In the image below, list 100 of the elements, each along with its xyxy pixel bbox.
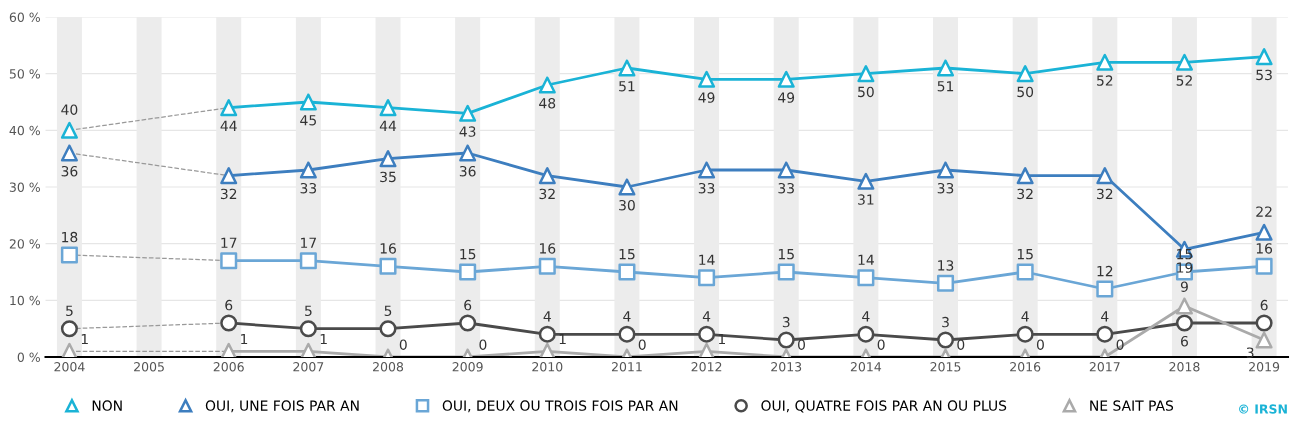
point (1016, 167, 1034, 185)
point (60, 342, 78, 357)
data-label: 33 (937, 182, 954, 194)
point (698, 269, 716, 287)
point (1175, 53, 1193, 71)
text: © IRSN (1239, 404, 1287, 414)
x-tick-label: 2008 (373, 362, 404, 372)
data-label: 13 (938, 260, 954, 271)
point (60, 246, 78, 264)
data-label: 0 (1036, 339, 1044, 350)
data-label: 9 (1180, 281, 1188, 292)
x-tick-label: 2009 (452, 362, 483, 372)
data-label: 50 (1017, 86, 1034, 98)
legend-label: OUI, QUATRE FOIS PAR AN OU PLUS (761, 400, 1007, 413)
point (60, 320, 78, 338)
data-label: 50 (858, 86, 874, 98)
data-label: 1 (559, 333, 566, 345)
x-tick-label: 2014 (850, 362, 882, 372)
point (1096, 280, 1114, 298)
data-label: 5 (384, 305, 392, 317)
data-label: 4 (1021, 311, 1029, 322)
point (60, 144, 78, 162)
data-label: 15 (778, 249, 794, 260)
data-label: 51 (937, 81, 954, 92)
point (857, 269, 875, 287)
legend-label: NE SAIT PAS (1090, 400, 1174, 411)
y-tick-label: 10 % (10, 295, 40, 306)
data-label: 3 (782, 316, 790, 328)
data-label: 4 (1101, 311, 1109, 322)
y-tick-label: 0 % (17, 352, 40, 362)
data-label: 0 (399, 339, 407, 350)
point (777, 70, 795, 88)
data-label: 0 (1116, 339, 1124, 350)
data-label: 44 (379, 120, 397, 131)
data-label: 15 (619, 249, 635, 260)
x-tick-label: 2010 (532, 362, 563, 372)
point (459, 314, 477, 332)
point (538, 325, 556, 343)
data-label: 0 (877, 339, 885, 350)
data-label: 17 (301, 237, 317, 248)
y-tick-label: 30 % (9, 182, 40, 192)
point (1016, 263, 1034, 281)
data-label: 1 (320, 333, 327, 345)
point (618, 325, 636, 343)
data-label: 5 (305, 305, 312, 317)
point (936, 274, 955, 292)
point (538, 76, 556, 94)
data-label: 6 (1260, 299, 1268, 311)
point (220, 99, 238, 117)
data-label: 44 (220, 120, 237, 131)
x-tick-label: 2017 (1089, 362, 1120, 372)
data-label: 35 (380, 171, 396, 183)
data-label: 1 (81, 333, 88, 345)
data-label: 30 (619, 199, 635, 211)
data-label: 12 (1097, 265, 1113, 277)
data-label: 4 (702, 311, 711, 322)
point (538, 257, 556, 275)
point (1016, 325, 1034, 343)
data-label: 22 (1256, 206, 1272, 217)
data-label: 15 (460, 249, 476, 260)
data-label: 32 (1017, 188, 1033, 200)
data-label: 43 (459, 126, 476, 137)
data-label: 3 (1246, 347, 1254, 358)
point (379, 257, 397, 275)
point (936, 331, 955, 349)
data-label: 4 (543, 311, 551, 322)
point (618, 59, 636, 77)
legend-label: OUI, DEUX OU TROIS FOIS PAR AN (442, 400, 678, 413)
data-label: 32 (220, 188, 237, 200)
data-label: 36 (459, 165, 476, 177)
data-label: 52 (1097, 75, 1113, 86)
data-label: 49 (698, 92, 715, 103)
point (1016, 65, 1034, 83)
point (220, 252, 238, 270)
y-tick-label: 40 % (9, 125, 40, 136)
data-label: 49 (778, 92, 795, 103)
x-tick-label: 2004 (54, 362, 85, 372)
data-label: 1 (241, 333, 248, 345)
data-label: 16 (1256, 243, 1273, 254)
data-label: 15 (1017, 249, 1033, 260)
data-label: 0 (479, 339, 487, 350)
y-tick-label: 20 % (9, 239, 40, 249)
point (1255, 257, 1273, 275)
data-label: 40 (61, 104, 78, 115)
data-label: 14 (858, 254, 874, 265)
point (379, 150, 397, 168)
point (857, 65, 875, 83)
point (1175, 314, 1193, 332)
data-label: 6 (225, 299, 233, 311)
point (777, 331, 795, 349)
point (538, 167, 556, 185)
point (1096, 53, 1114, 71)
data-label: 4 (623, 311, 631, 322)
point (220, 314, 238, 332)
data-label: 3 (942, 316, 949, 328)
x-tick-label: 2018 (1169, 362, 1200, 372)
point (698, 342, 716, 357)
point (936, 59, 955, 77)
point (299, 161, 317, 179)
point (618, 178, 636, 196)
